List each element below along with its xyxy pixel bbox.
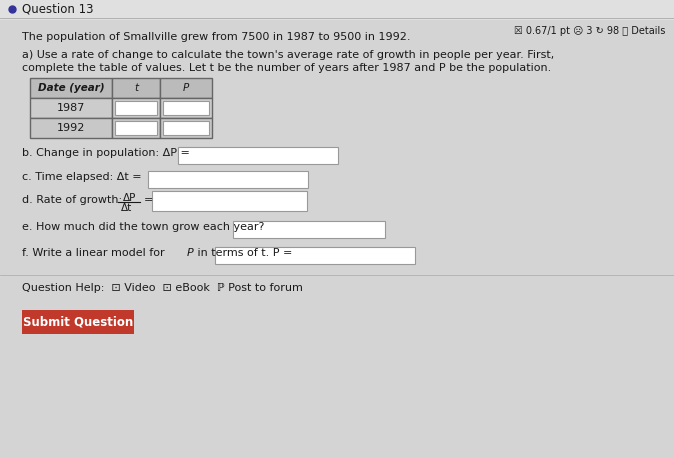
- FancyBboxPatch shape: [30, 98, 112, 118]
- FancyBboxPatch shape: [112, 78, 160, 98]
- Text: Date (year): Date (year): [38, 83, 104, 93]
- FancyBboxPatch shape: [233, 221, 385, 238]
- Text: P: P: [187, 248, 193, 258]
- Text: The population of Smallville grew from 7500 in 1987 to 9500 in 1992.: The population of Smallville grew from 7…: [22, 32, 410, 42]
- Text: complete the table of values. Let t be the number of years after 1987 and P be t: complete the table of values. Let t be t…: [22, 63, 551, 73]
- Text: ☒ 0.67/1 pt ☹ 3 ↻ 98 ⓘ Details: ☒ 0.67/1 pt ☹ 3 ↻ 98 ⓘ Details: [514, 26, 665, 36]
- Text: c. Time elapsed: Δt =: c. Time elapsed: Δt =: [22, 172, 142, 182]
- Text: t: t: [134, 83, 138, 93]
- FancyBboxPatch shape: [148, 171, 308, 188]
- FancyBboxPatch shape: [22, 310, 134, 334]
- Text: 1992: 1992: [57, 123, 85, 133]
- Text: in terms of t. P =: in terms of t. P =: [194, 248, 293, 258]
- Text: f. Write a linear model for: f. Write a linear model for: [22, 248, 168, 258]
- Text: P: P: [183, 83, 189, 93]
- FancyBboxPatch shape: [163, 121, 209, 135]
- FancyBboxPatch shape: [163, 101, 209, 115]
- FancyBboxPatch shape: [178, 147, 338, 164]
- Text: Submit Question: Submit Question: [23, 315, 133, 329]
- Text: Question Help:  ⊡ Video  ⊡ eBook  ℙ Post to forum: Question Help: ⊡ Video ⊡ eBook ℙ Post to…: [22, 283, 303, 293]
- FancyBboxPatch shape: [115, 121, 157, 135]
- Text: a) Use a rate of change to calculate the town's average rate of growth in people: a) Use a rate of change to calculate the…: [22, 50, 554, 60]
- Text: Δt: Δt: [121, 203, 132, 213]
- FancyBboxPatch shape: [112, 118, 160, 138]
- FancyBboxPatch shape: [152, 191, 307, 211]
- Text: =: =: [144, 195, 154, 205]
- FancyBboxPatch shape: [115, 101, 157, 115]
- FancyBboxPatch shape: [112, 98, 160, 118]
- Text: 1987: 1987: [57, 103, 85, 113]
- FancyBboxPatch shape: [160, 98, 212, 118]
- Text: d. Rate of growth:: d. Rate of growth:: [22, 195, 129, 205]
- Text: ΔP: ΔP: [123, 193, 136, 203]
- FancyBboxPatch shape: [30, 118, 112, 138]
- Text: e. How much did the town grow each year?: e. How much did the town grow each year?: [22, 222, 264, 232]
- FancyBboxPatch shape: [0, 0, 674, 20]
- FancyBboxPatch shape: [30, 78, 112, 98]
- FancyBboxPatch shape: [215, 247, 415, 264]
- FancyBboxPatch shape: [160, 118, 212, 138]
- Text: b. Change in population: ΔP =: b. Change in population: ΔP =: [22, 148, 190, 158]
- Text: Question 13: Question 13: [22, 2, 94, 16]
- FancyBboxPatch shape: [160, 78, 212, 98]
